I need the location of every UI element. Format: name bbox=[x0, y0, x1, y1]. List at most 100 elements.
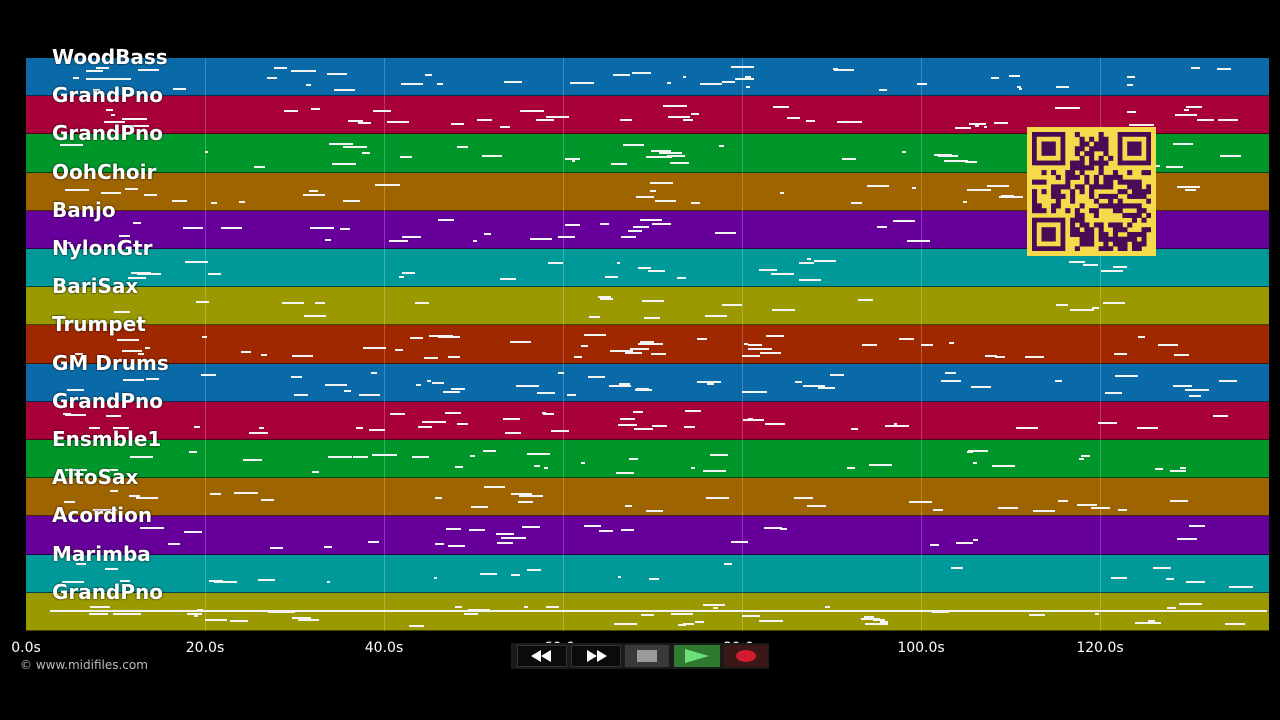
note bbox=[742, 614, 761, 617]
track-row[interactable] bbox=[26, 325, 1269, 364]
time-tick-label: 20.0s bbox=[185, 640, 225, 656]
note bbox=[714, 232, 736, 235]
note bbox=[633, 226, 650, 229]
fast-forward-button[interactable] bbox=[571, 645, 621, 667]
track-row[interactable] bbox=[26, 363, 1269, 402]
note bbox=[1184, 388, 1210, 391]
note bbox=[211, 202, 217, 205]
track-label: GrandPno bbox=[52, 121, 163, 146]
note bbox=[634, 388, 653, 391]
note bbox=[929, 544, 939, 547]
note bbox=[243, 459, 262, 462]
note bbox=[965, 160, 977, 163]
note bbox=[358, 393, 380, 396]
note bbox=[1179, 467, 1186, 470]
note bbox=[773, 105, 789, 108]
track-row[interactable] bbox=[26, 440, 1269, 479]
note bbox=[107, 78, 131, 81]
note bbox=[122, 379, 145, 382]
track-row[interactable] bbox=[26, 287, 1269, 326]
note bbox=[74, 352, 84, 355]
note bbox=[339, 227, 350, 230]
note bbox=[204, 151, 209, 154]
record-button[interactable] bbox=[724, 645, 768, 667]
note bbox=[892, 219, 916, 222]
note bbox=[1110, 577, 1128, 580]
rewind-button[interactable] bbox=[517, 645, 567, 667]
note bbox=[618, 383, 630, 386]
note bbox=[972, 539, 978, 541]
note bbox=[558, 372, 565, 375]
note bbox=[837, 121, 862, 124]
note bbox=[1147, 620, 1155, 623]
note bbox=[456, 422, 468, 425]
track-label: OohChoir bbox=[52, 159, 157, 184]
note bbox=[1080, 455, 1090, 458]
note bbox=[834, 69, 854, 72]
track-row[interactable] bbox=[26, 58, 1269, 97]
note bbox=[807, 505, 826, 508]
stop-button[interactable] bbox=[625, 645, 669, 667]
note bbox=[682, 623, 695, 626]
gridline bbox=[205, 58, 206, 631]
note bbox=[683, 75, 687, 78]
track-row[interactable] bbox=[26, 592, 1269, 631]
play-button[interactable] bbox=[674, 645, 720, 667]
note bbox=[172, 199, 188, 202]
note bbox=[641, 613, 654, 616]
note bbox=[967, 450, 989, 453]
note bbox=[369, 429, 385, 432]
note bbox=[584, 524, 602, 527]
note bbox=[651, 222, 671, 225]
note bbox=[184, 531, 202, 534]
track-row[interactable] bbox=[26, 478, 1269, 517]
note bbox=[110, 114, 116, 117]
note bbox=[1028, 613, 1046, 616]
note bbox=[517, 501, 534, 504]
note bbox=[972, 461, 978, 464]
note bbox=[878, 89, 887, 92]
note bbox=[1196, 118, 1214, 121]
note bbox=[424, 73, 433, 76]
note bbox=[932, 611, 950, 614]
note bbox=[1137, 336, 1146, 339]
note bbox=[470, 454, 476, 457]
note bbox=[297, 619, 320, 622]
note bbox=[132, 221, 141, 224]
note bbox=[434, 543, 444, 546]
note bbox=[311, 471, 320, 474]
note bbox=[290, 375, 303, 378]
note bbox=[1105, 392, 1122, 395]
note bbox=[526, 569, 541, 572]
transport-bar bbox=[511, 643, 769, 669]
note bbox=[962, 201, 968, 204]
note bbox=[1224, 623, 1246, 626]
note bbox=[666, 81, 671, 84]
note bbox=[743, 343, 748, 346]
note bbox=[598, 530, 614, 533]
track-row[interactable] bbox=[26, 401, 1269, 440]
note bbox=[266, 77, 277, 80]
note bbox=[468, 528, 486, 531]
note bbox=[128, 125, 150, 128]
track-row[interactable] bbox=[26, 516, 1269, 555]
note bbox=[623, 143, 644, 146]
note bbox=[938, 155, 958, 158]
note bbox=[548, 262, 564, 264]
note bbox=[101, 191, 121, 194]
note bbox=[1185, 580, 1206, 583]
note bbox=[119, 235, 131, 238]
note bbox=[146, 377, 159, 380]
note bbox=[137, 352, 145, 355]
note bbox=[1069, 308, 1094, 311]
note bbox=[129, 495, 140, 498]
note bbox=[205, 619, 228, 622]
track-label: Marimba bbox=[52, 541, 151, 566]
note bbox=[830, 373, 845, 376]
piano-roll[interactable] bbox=[26, 58, 1269, 631]
track-row[interactable] bbox=[26, 554, 1269, 593]
note bbox=[1172, 143, 1194, 146]
note bbox=[624, 351, 642, 354]
note bbox=[371, 371, 378, 374]
note bbox=[1136, 426, 1158, 429]
